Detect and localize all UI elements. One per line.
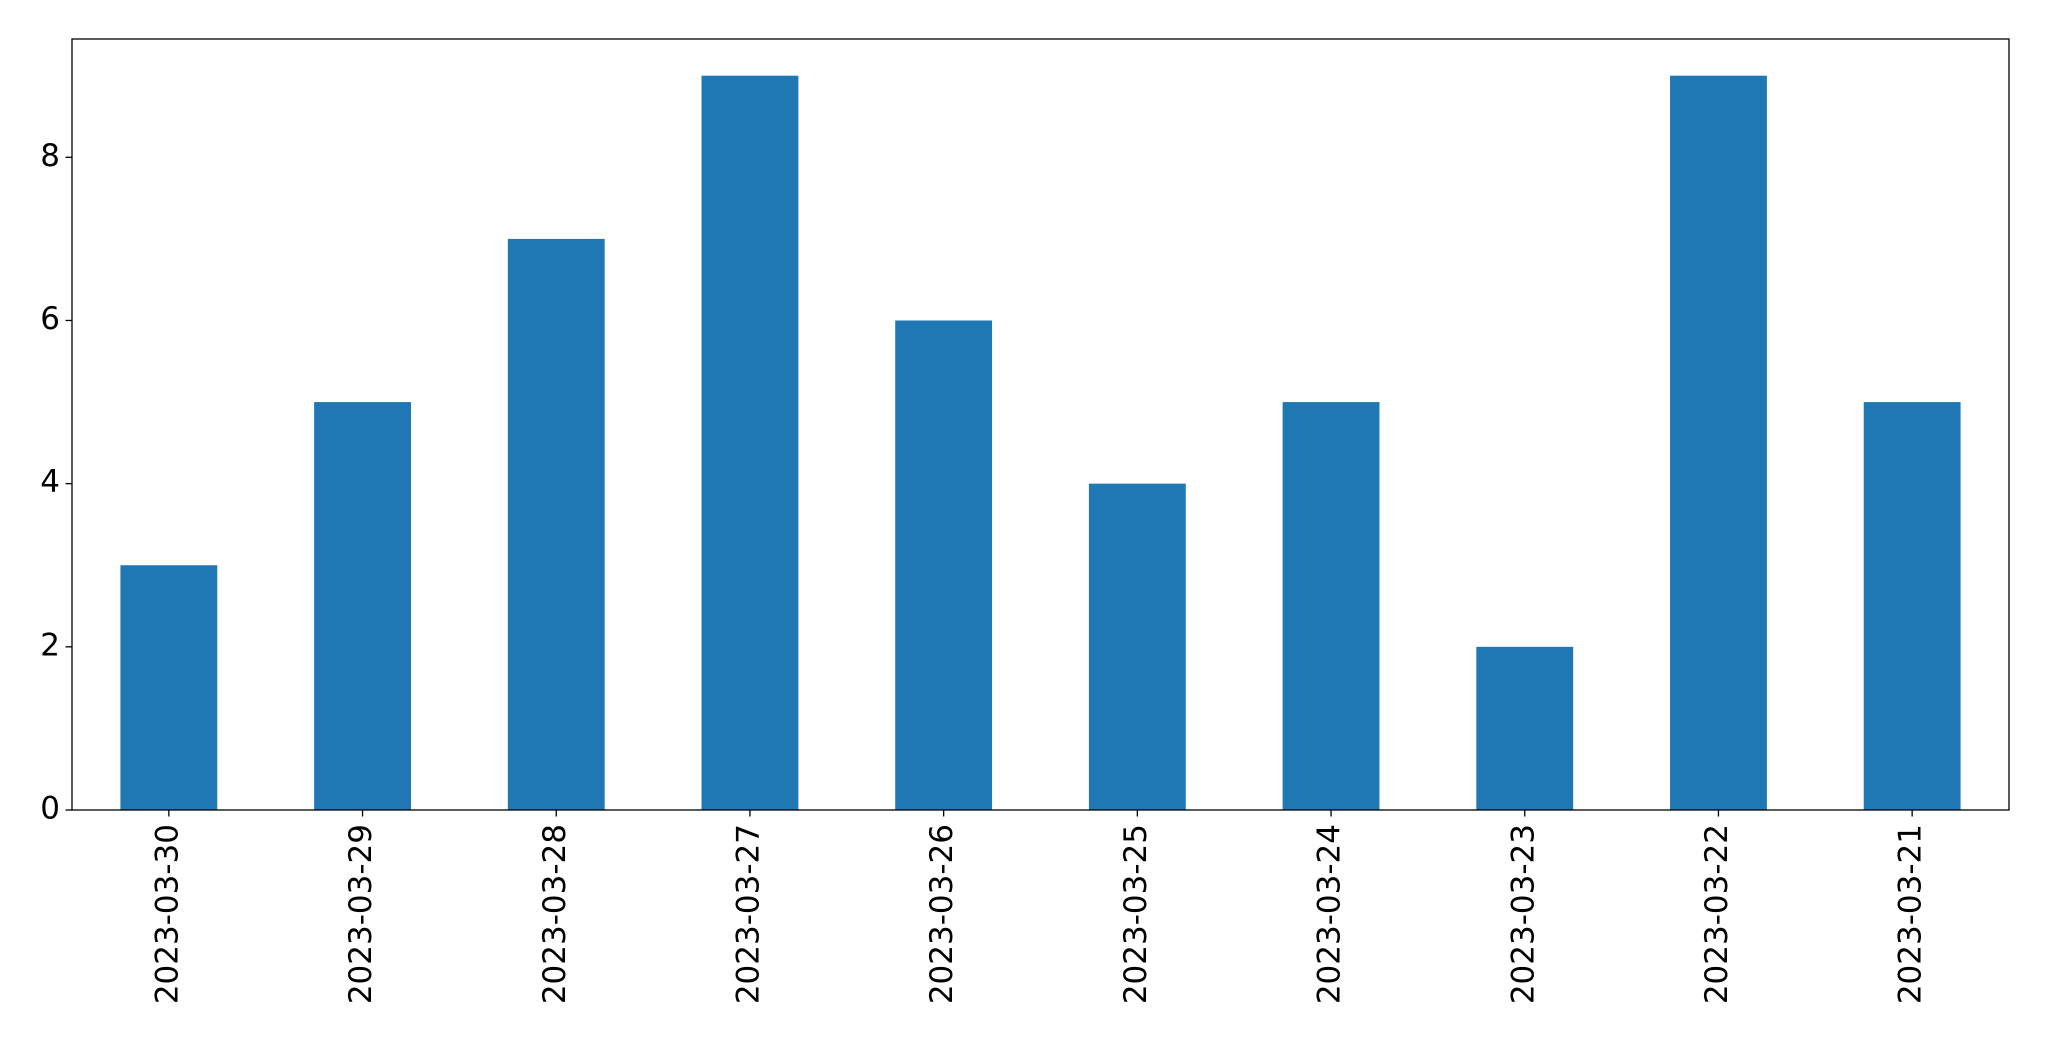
bar xyxy=(1863,402,1961,810)
x-tick-label: 2023-03-30 xyxy=(149,824,185,1004)
bar xyxy=(1282,402,1380,810)
bar xyxy=(314,402,411,810)
x-tick-label: 2023-03-25 xyxy=(1118,824,1154,1004)
y-tick-label: 0 xyxy=(40,791,60,827)
x-tick-label: 2023-03-21 xyxy=(1893,824,1929,1004)
bar xyxy=(507,238,605,810)
bar xyxy=(1670,75,1767,810)
bar xyxy=(701,75,799,810)
bar xyxy=(895,320,993,810)
x-tick-label: 2023-03-28 xyxy=(537,824,573,1004)
y-tick-label: 6 xyxy=(40,301,60,337)
x-tick-label: 2023-03-22 xyxy=(1699,824,1735,1004)
y-tick-label: 4 xyxy=(40,464,60,500)
x-tick-label: 2023-03-24 xyxy=(1312,824,1348,1004)
x-tick-label: 2023-03-26 xyxy=(924,824,960,1004)
plot-frame xyxy=(71,38,2010,811)
bar xyxy=(1088,483,1186,810)
y-tick-label: 2 xyxy=(40,627,60,663)
x-tick-label: 2023-03-23 xyxy=(1505,824,1541,1004)
x-tick-label: 2023-03-29 xyxy=(343,824,379,1004)
bar xyxy=(1476,646,1574,810)
bar xyxy=(120,565,218,810)
y-tick-label: 8 xyxy=(40,138,60,174)
x-tick-label: 2023-03-27 xyxy=(730,824,766,1004)
